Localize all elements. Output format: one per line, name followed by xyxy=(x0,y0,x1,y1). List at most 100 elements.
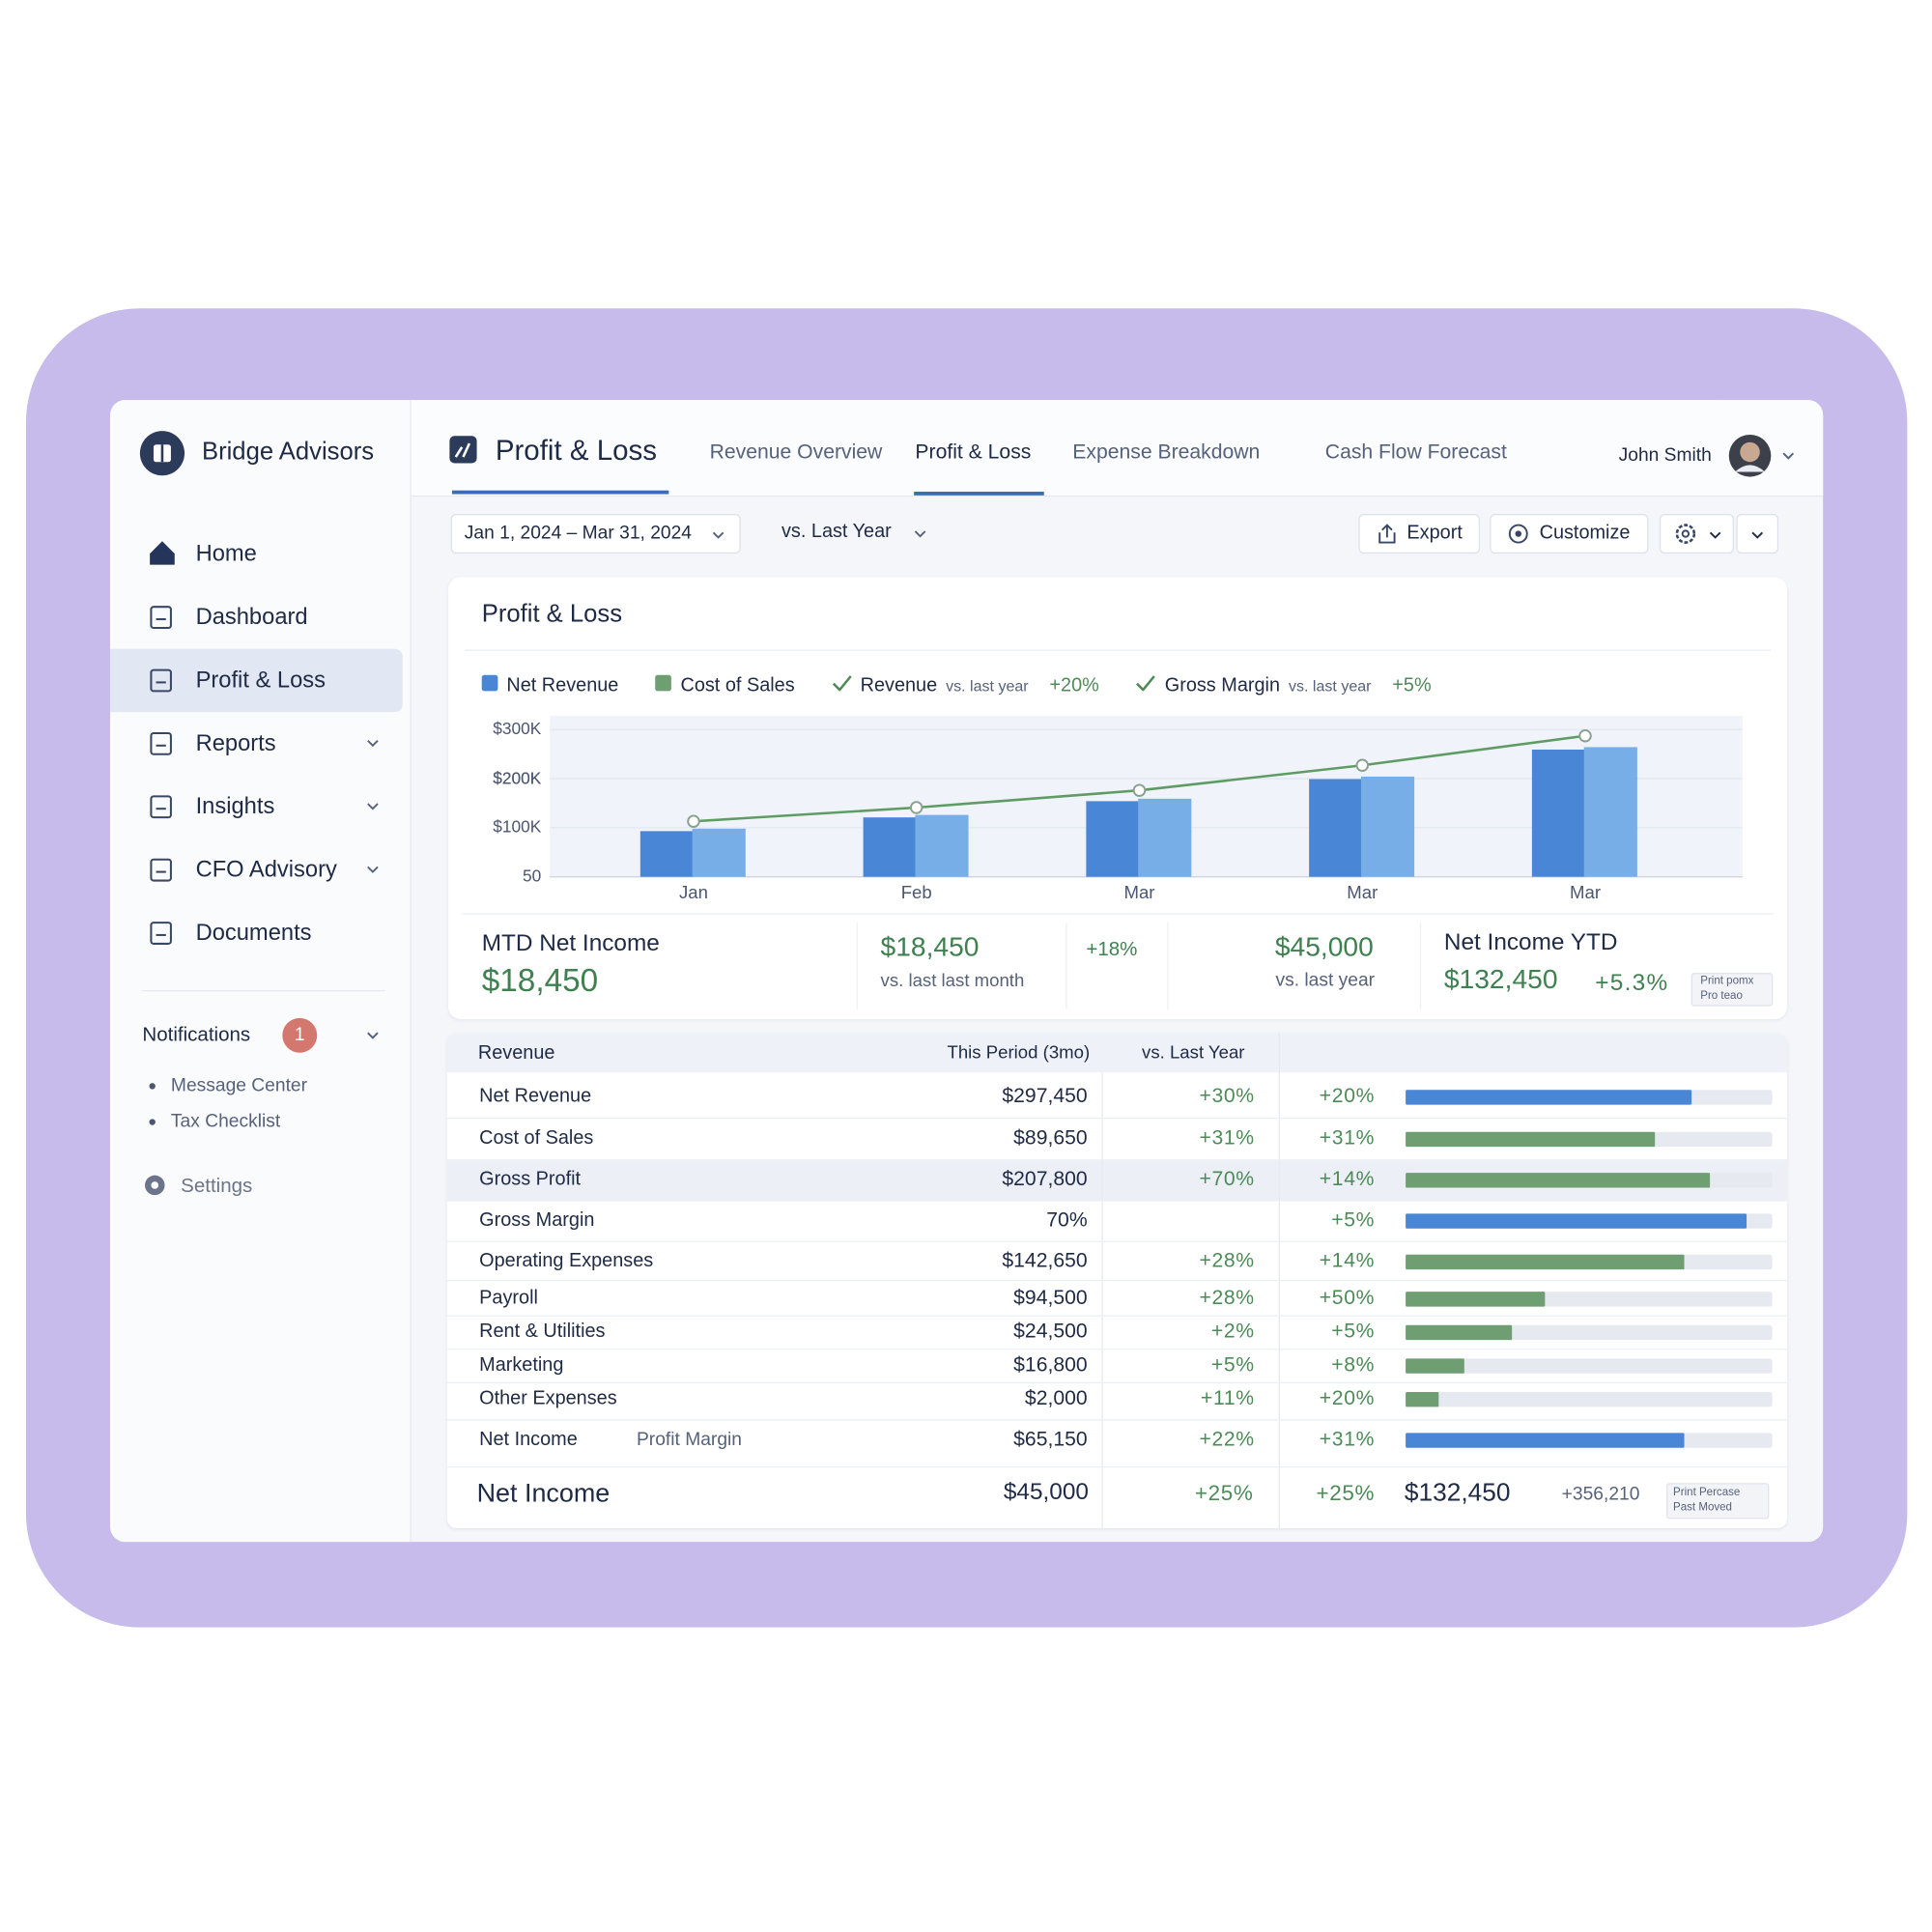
date-picker[interactable] xyxy=(450,514,741,554)
bar-track xyxy=(1406,1358,1773,1374)
row-vs-last-year: +22% xyxy=(1199,1428,1255,1451)
row-vs-last-year: +28% xyxy=(1199,1249,1255,1272)
row-label: Gross Profit xyxy=(479,1168,582,1190)
row-change: +20% xyxy=(1319,1387,1376,1410)
row-bar xyxy=(1406,1131,1656,1148)
row-amount: $16,800 xyxy=(1013,1353,1088,1377)
bar xyxy=(1138,798,1192,877)
row-vs-last-year: +11% xyxy=(1201,1387,1255,1410)
nav-item[interactable]: Documents xyxy=(195,919,312,946)
kpi-label: Net Income YTD xyxy=(1443,929,1618,956)
legend-note: vs. last year xyxy=(946,677,1029,696)
customize-icon xyxy=(1515,530,1521,537)
export-icon xyxy=(1378,524,1396,544)
avatar-face xyxy=(1740,441,1760,463)
x-tick-label: Mar xyxy=(1347,883,1378,904)
bar xyxy=(692,828,746,877)
gear-icon xyxy=(1681,529,1690,538)
bar xyxy=(1360,776,1415,877)
button-label[interactable]: Customize xyxy=(1539,522,1631,544)
row-label: Rent & Utilities xyxy=(479,1321,606,1343)
date-range[interactable]: Jan 1, 2024 – Mar 31, 2024 xyxy=(464,523,692,544)
row-change: +50% xyxy=(1319,1287,1376,1310)
nav-item[interactable]: Dashboard xyxy=(195,603,308,630)
user-name[interactable]: John Smith xyxy=(1618,444,1712,467)
total-amount: $45,000 xyxy=(1003,1479,1089,1506)
row-bar xyxy=(1406,1358,1464,1374)
tab[interactable]: Expense Breakdown xyxy=(1072,440,1261,464)
row-change: +31% xyxy=(1319,1428,1376,1451)
row-bar xyxy=(1406,1254,1685,1270)
bar xyxy=(863,817,917,877)
bar xyxy=(639,831,694,877)
column-header: Revenue xyxy=(477,1042,555,1064)
row-vs-last-year: +5% xyxy=(1210,1353,1255,1377)
row-amount: 70% xyxy=(1046,1208,1088,1232)
legend-note: vs. last year xyxy=(1288,677,1372,696)
nav-item[interactable]: Insights xyxy=(195,792,275,819)
chevron xyxy=(367,1032,379,1039)
settings-button[interactable] xyxy=(1659,514,1734,554)
nav-icon xyxy=(150,731,172,755)
notification-item[interactable]: Tax Checklist xyxy=(170,1110,281,1132)
legend-item[interactable]: Net Revenue xyxy=(481,674,618,697)
nav-item[interactable]: Reports xyxy=(195,729,276,755)
tab[interactable]: Cash Flow Forecast xyxy=(1324,440,1507,464)
legend-label: Gross Margin xyxy=(1164,674,1281,696)
kpi-label: MTD Net Income xyxy=(481,930,660,957)
tab[interactable]: Revenue Overview xyxy=(709,440,883,464)
sidebar xyxy=(110,400,412,1543)
row-bar xyxy=(1406,1433,1685,1448)
row-amount: $2,000 xyxy=(1024,1387,1088,1410)
kpi-note: vs. last last month xyxy=(880,971,1025,992)
row-label: Net Revenue xyxy=(479,1085,592,1107)
column-header: This Period (3mo) xyxy=(947,1042,1091,1064)
tab-underline xyxy=(914,491,1044,496)
row-vs-last-year: +2% xyxy=(1210,1320,1255,1343)
kpi-value: $18,450 xyxy=(880,930,980,962)
nav-item[interactable]: CFO Advisory xyxy=(195,855,337,882)
kpi-value: $45,000 xyxy=(1274,930,1374,962)
more-button[interactable] xyxy=(1736,514,1779,554)
legend-item[interactable]: Revenue vs. last year +20% xyxy=(832,675,1099,697)
nav-active-bg[interactable] xyxy=(110,648,403,713)
nav-item[interactable]: Home xyxy=(195,539,257,566)
row-bar xyxy=(1406,1392,1439,1407)
row-amount: $94,500 xyxy=(1013,1287,1088,1310)
badge-text: Print Percase xyxy=(1673,1485,1741,1498)
x-tick-label: Feb xyxy=(900,883,932,904)
legend-item[interactable]: Gross Margin vs. last year +5% xyxy=(1136,674,1432,697)
bar xyxy=(1583,747,1637,877)
settings-link[interactable]: Settings xyxy=(181,1176,253,1197)
chevron xyxy=(1709,531,1721,539)
legend-change: +5% xyxy=(1392,674,1432,696)
kpi-value: $18,450 xyxy=(481,961,599,999)
tab[interactable]: Profit & Loss xyxy=(915,440,1032,464)
row-change: +8% xyxy=(1331,1353,1376,1377)
notifications-label[interactable]: Notifications xyxy=(142,1024,251,1046)
line-point xyxy=(1132,783,1147,797)
row-bar xyxy=(1406,1292,1546,1307)
settings-icon xyxy=(151,1181,159,1189)
comparison-select[interactable]: vs. Last Year xyxy=(781,521,892,543)
legend-label: Revenue xyxy=(860,674,938,696)
row-label: Marketing xyxy=(479,1354,564,1376)
notification-badge xyxy=(282,1017,318,1053)
legend-item[interactable]: Cost of Sales xyxy=(655,674,795,697)
page-icon-mark xyxy=(454,442,471,458)
nav-item[interactable]: Profit & Loss xyxy=(195,666,327,693)
row-label: Other Expenses xyxy=(479,1387,617,1409)
button-label[interactable]: Export xyxy=(1406,522,1463,544)
nav-icon xyxy=(150,541,175,565)
y-tick-label: $300K xyxy=(493,719,542,738)
row-vs-last-year: +31% xyxy=(1199,1126,1255,1150)
kpi-note: vs. last year xyxy=(1275,969,1376,991)
notification-item[interactable]: Message Center xyxy=(170,1074,308,1096)
row-vs-last-year: +30% xyxy=(1199,1085,1255,1108)
total-change: +25% xyxy=(1316,1480,1376,1506)
row-amount: $89,650 xyxy=(1013,1126,1088,1150)
line-point xyxy=(1355,758,1369,772)
row-label: Net Income xyxy=(479,1429,578,1450)
